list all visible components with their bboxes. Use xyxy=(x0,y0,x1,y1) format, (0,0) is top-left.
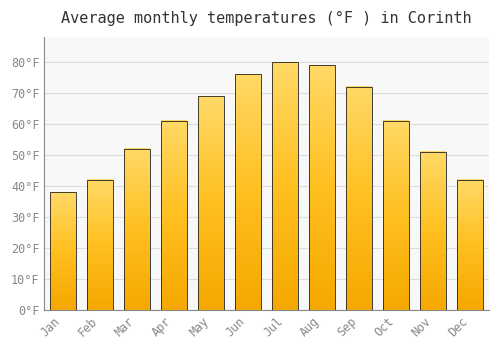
Bar xyxy=(420,152,446,310)
Bar xyxy=(272,62,298,310)
Bar xyxy=(384,121,409,310)
Title: Average monthly temperatures (°F ) in Corinth: Average monthly temperatures (°F ) in Co… xyxy=(62,11,472,26)
Bar xyxy=(124,149,150,310)
Bar xyxy=(458,180,483,310)
Bar xyxy=(235,74,261,310)
Bar xyxy=(50,192,76,310)
Bar xyxy=(346,86,372,310)
Bar xyxy=(161,121,187,310)
Bar xyxy=(198,96,224,310)
Bar xyxy=(310,65,335,310)
Bar xyxy=(87,180,113,310)
